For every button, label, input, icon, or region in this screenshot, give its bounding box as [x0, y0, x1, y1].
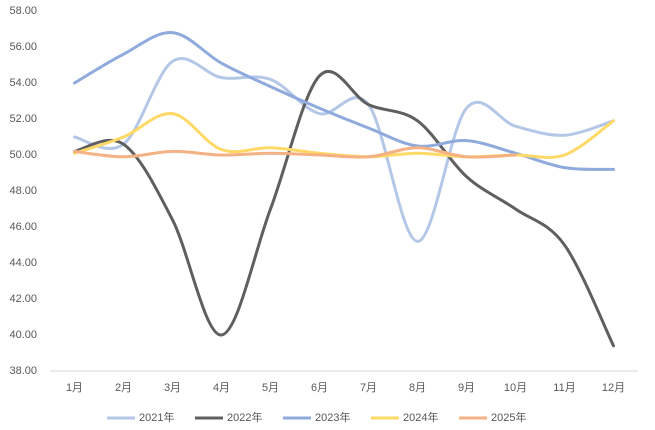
y-tick-label: 46.00 [9, 221, 37, 233]
x-tick-label: 6月 [311, 382, 328, 394]
legend-label: 2021年 [139, 410, 174, 424]
y-tick-label: 52.00 [9, 113, 37, 125]
x-tick-label: 11月 [553, 382, 575, 394]
x-tick-label: 1月 [66, 382, 83, 394]
y-tick-label: 48.00 [9, 185, 37, 197]
y-tick-label: 56.00 [9, 41, 37, 53]
x-tick-label: 9月 [458, 382, 475, 394]
x-tick-label: 10月 [504, 382, 527, 394]
legend-label: 2024年 [403, 410, 438, 424]
x-tick-label: 8月 [409, 382, 426, 394]
legend-label: 2023年 [315, 410, 350, 424]
y-tick-label: 38.00 [9, 365, 37, 377]
series-line [73, 112, 615, 159]
x-tick-label: 5月 [262, 382, 279, 394]
series-line [73, 57, 615, 243]
y-tick-label: 44.00 [9, 257, 37, 269]
y-tick-label: 50.00 [9, 149, 37, 161]
y-tick-label: 40.00 [9, 329, 37, 341]
y-tick-label: 42.00 [9, 293, 37, 305]
x-tick-label: 3月 [164, 382, 181, 394]
series-line [73, 31, 615, 171]
y-tick-label: 58.00 [9, 5, 37, 17]
series-line [73, 69, 615, 348]
y-tick-label: 54.00 [9, 77, 37, 89]
x-tick-label: 4月 [213, 382, 230, 394]
x-tick-label: 2月 [115, 382, 132, 394]
x-tick-label: 12月 [602, 382, 625, 394]
legend-label: 2025年 [491, 410, 526, 424]
legend-label: 2022年 [227, 410, 262, 424]
x-tick-label: 7月 [360, 382, 377, 394]
series-line [73, 146, 517, 159]
